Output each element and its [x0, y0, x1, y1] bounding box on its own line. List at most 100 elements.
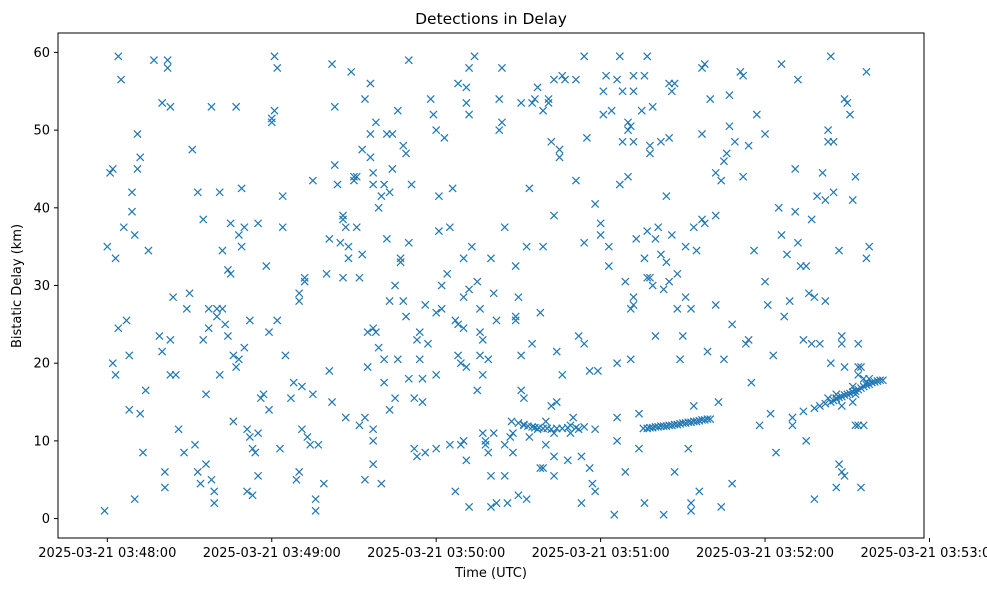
detection-point — [739, 172, 748, 181]
detection-point — [528, 339, 537, 348]
detection-point — [835, 460, 844, 469]
detection-point — [347, 67, 356, 76]
detection-point — [240, 343, 249, 352]
detection-point — [402, 312, 411, 321]
detection-point — [821, 297, 830, 306]
detection-point — [615, 52, 624, 61]
detection-point — [223, 265, 232, 274]
detection-point — [328, 60, 337, 69]
detection-point — [599, 110, 608, 119]
detection-point — [651, 331, 660, 341]
detection-point — [149, 56, 158, 65]
detection-point — [539, 106, 548, 115]
detection-point — [473, 277, 482, 286]
track-detection-point — [706, 415, 715, 424]
detection-point — [111, 370, 120, 379]
detection-point — [144, 246, 153, 255]
x-axis-label: Time (UTC) — [454, 566, 527, 581]
detection-point — [360, 95, 369, 104]
detection-point — [215, 370, 224, 379]
detection-point — [328, 398, 337, 407]
detection-point — [497, 63, 506, 72]
detection-point — [366, 129, 375, 139]
detection-point — [319, 479, 328, 488]
detection-point — [626, 122, 635, 131]
detection-point — [492, 316, 501, 325]
detection-point — [621, 467, 630, 476]
track-detection-point — [815, 401, 824, 410]
detection-point — [791, 207, 800, 216]
detection-point — [678, 331, 687, 341]
detection-point — [369, 324, 378, 333]
detection-point — [725, 122, 734, 131]
detection-point — [243, 425, 252, 434]
detection-point — [550, 452, 559, 461]
detection-point — [366, 153, 375, 162]
detection-point — [859, 421, 868, 430]
detection-point — [774, 203, 783, 212]
detection-point — [338, 215, 348, 224]
detection-point — [851, 172, 860, 181]
detection-point — [160, 483, 169, 492]
track-detection-point — [810, 404, 819, 413]
detection-point — [119, 223, 128, 232]
detection-point — [528, 98, 537, 107]
detection-point — [322, 269, 331, 278]
detection-point — [486, 471, 496, 480]
detection-point — [234, 230, 243, 240]
detection-point — [500, 223, 509, 232]
detection-point — [741, 339, 750, 348]
detection-point — [352, 172, 361, 181]
detection-point — [256, 394, 265, 403]
track-detection-point — [870, 377, 879, 386]
detection-point — [237, 184, 246, 193]
detection-point — [355, 273, 364, 282]
detection-point — [325, 234, 334, 243]
detection-point — [278, 192, 287, 201]
detection-point — [821, 196, 830, 205]
detection-point — [333, 180, 342, 189]
detection-point — [207, 102, 216, 111]
detection-point — [558, 71, 567, 80]
detection-point — [254, 219, 263, 228]
detection-point — [837, 339, 846, 348]
detection-point — [687, 499, 696, 508]
detection-point — [807, 215, 816, 224]
detection-point — [580, 52, 589, 61]
detection-point — [418, 398, 427, 407]
detection-point — [629, 137, 638, 146]
detection-point — [599, 87, 608, 96]
detection-point — [117, 75, 126, 84]
detection-point — [281, 351, 290, 360]
detection-point — [634, 444, 644, 453]
detection-point — [588, 479, 597, 488]
detection-point — [832, 483, 841, 492]
detection-point — [459, 293, 468, 302]
detection-point — [454, 320, 463, 329]
detection-point — [571, 176, 580, 185]
detection-point — [445, 440, 454, 449]
detection-point — [377, 192, 386, 201]
detection-point — [462, 83, 471, 92]
detection-point — [489, 289, 498, 298]
detection-point — [467, 242, 476, 251]
detection-point — [366, 79, 375, 88]
detection-point — [267, 118, 276, 127]
detection-point — [550, 211, 559, 220]
detection-point — [476, 304, 485, 313]
detection-point — [204, 324, 213, 333]
track-detection-point — [835, 393, 844, 402]
detection-point — [648, 281, 657, 290]
detection-point — [624, 118, 633, 127]
detection-point — [454, 79, 463, 88]
detection-point — [303, 432, 312, 442]
track-detection-point — [563, 423, 572, 432]
detection-point — [739, 71, 748, 80]
detection-point — [689, 401, 698, 410]
detection-point — [237, 242, 246, 251]
detection-point — [728, 320, 737, 329]
detection-point — [201, 390, 211, 399]
detection-point — [656, 137, 665, 146]
detection-point — [492, 499, 501, 508]
